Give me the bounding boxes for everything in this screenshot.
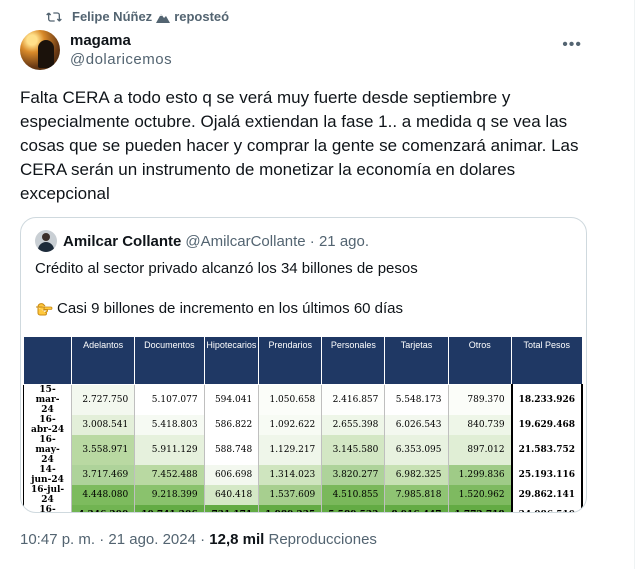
repost-icon xyxy=(46,11,62,22)
value-cell: 7.985.818 xyxy=(384,485,448,505)
table-header: Hipotecarios xyxy=(203,336,260,385)
value-cell: 586.822 xyxy=(203,415,259,435)
author-name[interactable]: magama xyxy=(70,32,131,49)
total-cell: 18.233.926 xyxy=(510,384,584,415)
total-cell: 21.583.752 xyxy=(510,435,584,465)
value-cell: 8.916.447 xyxy=(384,505,448,512)
table-header: Otros xyxy=(447,336,513,385)
table-header: Documentos xyxy=(134,336,205,385)
value-cell: 9.218.399 xyxy=(134,485,205,505)
value-cell: 2.727.750 xyxy=(71,384,135,415)
value-cell: 5.107.077 xyxy=(134,384,205,415)
table-row: 15-mar-24 2.727.750 5.107.077 594.041 1.050.… xyxy=(22,384,584,415)
view-count: 12,8 mil xyxy=(209,531,265,548)
repost-user[interactable]: Felipe Núñez xyxy=(72,9,153,24)
quote-text-line-2-text: Casi 9 billones de incremento en los últ… xyxy=(57,300,404,317)
quote-text-line-2: Casi 9 billones de incremento en los últ… xyxy=(35,300,403,317)
value-cell: 3.820.277 xyxy=(321,465,385,485)
mountain-icon xyxy=(156,13,171,23)
total-cell: 34.086.510 xyxy=(510,505,584,512)
value-cell: 6.982.325 xyxy=(384,465,448,485)
total-cell: 29.862.141 xyxy=(510,485,584,505)
value-cell: 594.041 xyxy=(203,384,259,415)
total-cell: 25.193.116 xyxy=(510,465,584,485)
more-options-icon[interactable]: ••• xyxy=(562,36,582,53)
value-cell: 1.314.023 xyxy=(258,465,322,485)
quote-author-handle: @AmilcarCollante · 21 ago. xyxy=(185,232,370,250)
table-header: Tarjetas xyxy=(384,336,449,385)
total-cell: 19.629.468 xyxy=(510,415,584,435)
value-cell: 3.008.541 xyxy=(71,415,135,435)
table-row: 16-ago-244.346.20010.741.206731.1711.989… xyxy=(22,505,584,512)
post-meta: 10:47 p. m. · 21 ago. 2024 · 12,8 mil Re… xyxy=(20,531,377,548)
value-cell: 4.448.080 xyxy=(71,485,135,505)
quote-avatar xyxy=(35,230,57,252)
credit-table-image: Adelantos Documentos Hipotecarios Prendario… xyxy=(22,336,586,512)
quote-header: Amilcar Collante @AmilcarCollante · 21 a… xyxy=(35,230,369,252)
value-cell: 840.739 xyxy=(447,415,512,435)
row-date: 15-mar-24 xyxy=(22,384,72,415)
table-row: 14-jun-24 3.717.469 7.452.488 606.698 1.314.… xyxy=(22,465,584,485)
value-cell: 3.717.469 xyxy=(71,465,135,485)
repost-label: reposteó xyxy=(174,9,230,24)
post-text: Falta CERA a todo esto q se verá muy fue… xyxy=(20,88,579,203)
quote-author-name: Amilcar Collante xyxy=(63,232,182,250)
value-cell: 5.589.533 xyxy=(321,505,385,512)
value-cell: 6.353.095 xyxy=(384,435,448,465)
avatar[interactable] xyxy=(20,30,60,70)
value-cell: 4.510.855 xyxy=(321,485,385,505)
row-date: 16-jul-24 xyxy=(22,485,72,505)
views-label: Reproducciones xyxy=(264,531,377,548)
value-cell: 1.092.622 xyxy=(258,415,322,435)
table-header: Adelantos xyxy=(71,336,136,385)
value-cell: 1.129.217 xyxy=(258,435,322,465)
value-cell: 1.050.658 xyxy=(258,384,322,415)
table-header: Personales xyxy=(321,336,386,385)
value-cell: 2.416.857 xyxy=(321,384,385,415)
value-cell: 5.548.173 xyxy=(384,384,448,415)
header-corner xyxy=(22,336,73,385)
value-cell: 10.741.206 xyxy=(134,505,205,512)
value-cell: 3.558.971 xyxy=(71,435,135,465)
value-cell: 7.452.488 xyxy=(134,465,205,485)
post-timestamp[interactable]: 10:47 p. m. · 21 ago. 2024 · xyxy=(20,531,210,548)
value-cell: 1.772.718 xyxy=(447,505,512,512)
row-date: 14-jun-24 xyxy=(22,465,72,485)
quote-text-line-1: Crédito al sector privado alcanzó los 34… xyxy=(35,260,418,277)
table-row: 16-abr-24 3.008.541 5.418.803 586.822 1.092.… xyxy=(22,415,584,435)
quoted-post[interactable]: Amilcar Collante @AmilcarCollante · 21 a… xyxy=(20,217,587,513)
row-date: 16-ago-24 xyxy=(22,505,72,512)
table-row: 16-may-24 3.558.971 5.911.129 588.748 1.129.… xyxy=(22,435,584,465)
author-handle[interactable]: @dolaricemos xyxy=(70,51,173,68)
table-row: 16-jul-24 4.448.080 9.218.399 640.418 1.537.… xyxy=(22,485,584,505)
pointing-hand-icon xyxy=(36,302,53,315)
row-date: 16-may-24 xyxy=(22,435,72,465)
value-cell: 1.299.836 xyxy=(447,465,512,485)
value-cell: 1.537.609 xyxy=(258,485,322,505)
credit-table: Adelantos Documentos Hipotecarios Prendario… xyxy=(22,336,584,512)
value-cell: 2.655.398 xyxy=(321,415,385,435)
value-cell: 897.012 xyxy=(447,435,512,465)
value-cell: 731.171 xyxy=(203,505,259,512)
value-cell: 606.698 xyxy=(203,465,259,485)
timeline-border xyxy=(634,0,638,569)
value-cell: 789.370 xyxy=(447,384,512,415)
value-cell: 5.911.129 xyxy=(134,435,205,465)
table-header: Prendarios xyxy=(258,336,323,385)
author-block: magama @dolaricemos xyxy=(70,32,172,68)
value-cell: 5.418.803 xyxy=(134,415,205,435)
value-cell: 640.418 xyxy=(203,485,259,505)
repost-indicator: Felipe Núñez reposteó xyxy=(46,9,229,24)
value-cell: 588.748 xyxy=(203,435,259,465)
value-cell: 1.520.962 xyxy=(447,485,512,505)
row-date: 16-abr-24 xyxy=(22,415,72,435)
table-header: Total Pesos xyxy=(511,336,583,385)
value-cell: 6.026.543 xyxy=(384,415,448,435)
value-cell: 1.989.235 xyxy=(258,505,322,512)
value-cell: 3.145.580 xyxy=(321,435,385,465)
value-cell: 4.346.200 xyxy=(71,505,135,512)
